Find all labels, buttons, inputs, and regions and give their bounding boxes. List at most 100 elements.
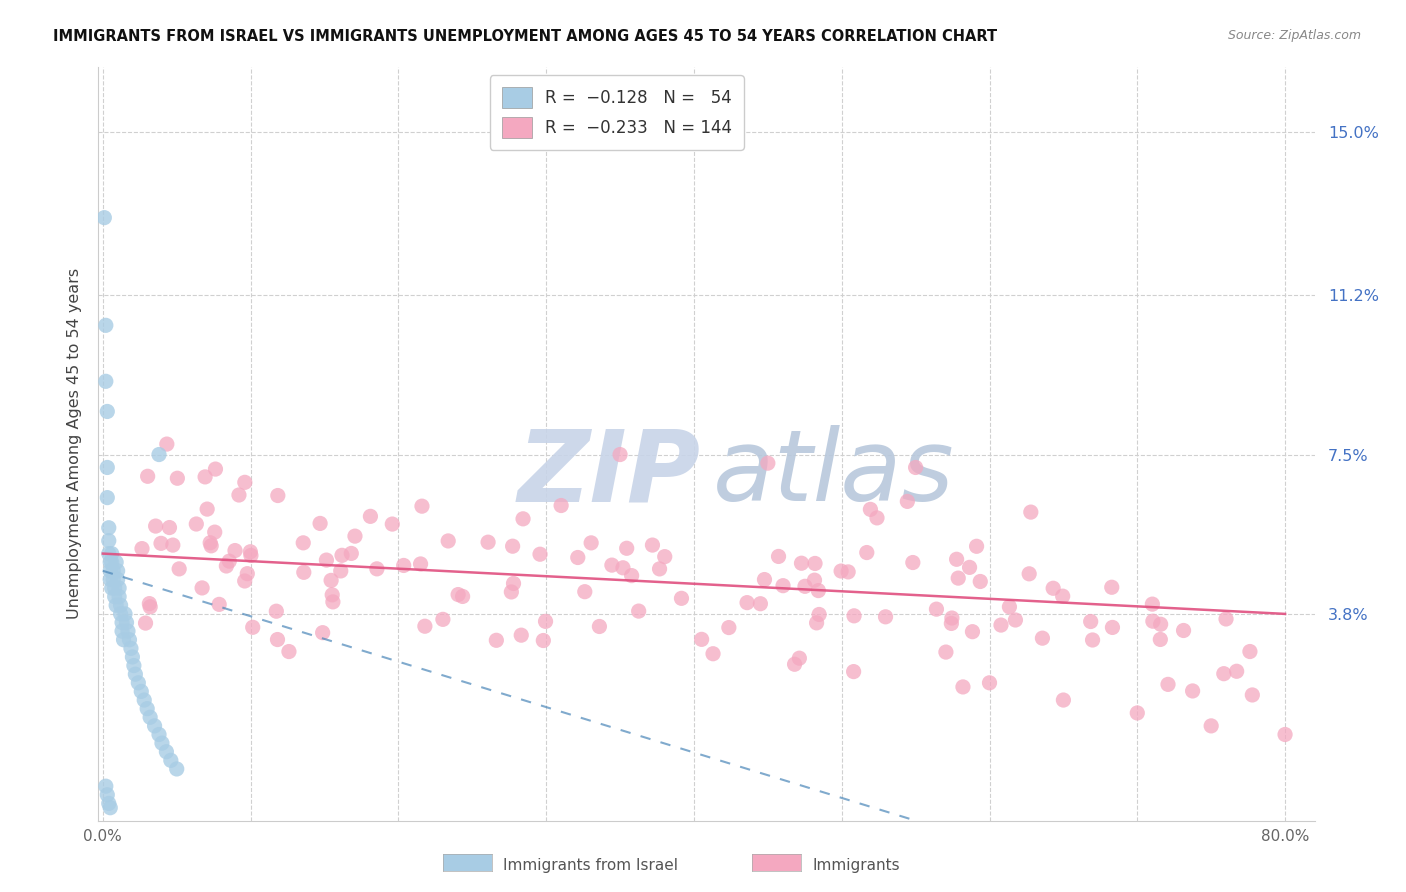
Point [136, 701, 159, 715]
Point [534, 615, 557, 629]
Point [616, 541, 638, 556]
Point [148, 727, 170, 741]
Point [901, 556, 924, 570]
Point [979, 675, 1001, 690]
Point [120, 641, 142, 656]
Point [579, 536, 602, 550]
Point [1101, 580, 1123, 594]
Point [477, 535, 499, 549]
Point [1241, 688, 1264, 702]
Point [159, 520, 181, 534]
Point [432, 612, 454, 626]
Point [437, 533, 460, 548]
Point [990, 618, 1012, 632]
Point [166, 471, 188, 485]
Point [104, 590, 127, 604]
Point [962, 624, 984, 639]
Point [1142, 614, 1164, 628]
Point [1080, 615, 1102, 629]
Point [114, 607, 136, 621]
Point [627, 604, 650, 618]
Point [117, 624, 139, 639]
Point [236, 566, 259, 581]
Point [122, 658, 145, 673]
Point [803, 573, 825, 587]
Point [842, 608, 865, 623]
Point [150, 736, 173, 750]
Text: atlas: atlas [713, 425, 955, 523]
Point [148, 448, 170, 462]
Point [1149, 632, 1171, 647]
Point [1004, 613, 1026, 627]
Point [166, 762, 188, 776]
Point [108, 581, 131, 595]
Point [156, 437, 179, 451]
Point [138, 597, 160, 611]
Point [266, 632, 288, 647]
Point [1157, 677, 1180, 691]
Point [143, 719, 166, 733]
Point [100, 547, 122, 561]
Point [768, 549, 790, 564]
Point [935, 645, 957, 659]
Point [167, 562, 190, 576]
Point [411, 499, 433, 513]
Point [855, 545, 877, 559]
Point [529, 547, 551, 561]
Point [1018, 566, 1040, 581]
Point [754, 573, 776, 587]
Point [875, 609, 897, 624]
Point [447, 588, 470, 602]
Y-axis label: Unemployment Among Ages 45 to 54 years: Unemployment Among Ages 45 to 54 years [66, 268, 82, 619]
Point [96, 491, 118, 505]
Point [321, 588, 343, 602]
Point [150, 536, 173, 550]
Point [110, 607, 132, 621]
Point [134, 693, 156, 707]
Point [948, 571, 970, 585]
Point [136, 469, 159, 483]
Point [1101, 620, 1123, 634]
Point [588, 619, 610, 633]
Point [98, 801, 121, 815]
Point [1052, 693, 1074, 707]
Point [925, 602, 948, 616]
Point [842, 665, 865, 679]
Point [200, 539, 222, 553]
Point [735, 596, 758, 610]
Point [612, 561, 634, 575]
Point [998, 599, 1021, 614]
Point [131, 541, 153, 556]
Point [204, 525, 226, 540]
Point [648, 562, 671, 576]
Point [1149, 617, 1171, 632]
Point [124, 667, 146, 681]
Point [160, 753, 183, 767]
Point [105, 555, 128, 569]
Point [808, 607, 831, 622]
Point [501, 585, 523, 599]
Point [108, 590, 131, 604]
Point [749, 597, 772, 611]
Point [112, 632, 135, 647]
Point [1173, 624, 1195, 638]
Point [107, 573, 129, 587]
Point [139, 710, 162, 724]
Point [322, 595, 344, 609]
Point [772, 579, 794, 593]
Point [381, 517, 404, 532]
Point [804, 557, 827, 571]
Point [574, 584, 596, 599]
Point [502, 539, 524, 553]
Point [1226, 665, 1249, 679]
Point [96, 788, 118, 802]
Point [830, 564, 852, 578]
Point [103, 573, 125, 587]
Point [191, 581, 214, 595]
Point [959, 560, 981, 574]
Point [359, 509, 381, 524]
Point [1031, 631, 1053, 645]
Point [321, 574, 343, 588]
Point [292, 536, 315, 550]
Point [531, 633, 554, 648]
